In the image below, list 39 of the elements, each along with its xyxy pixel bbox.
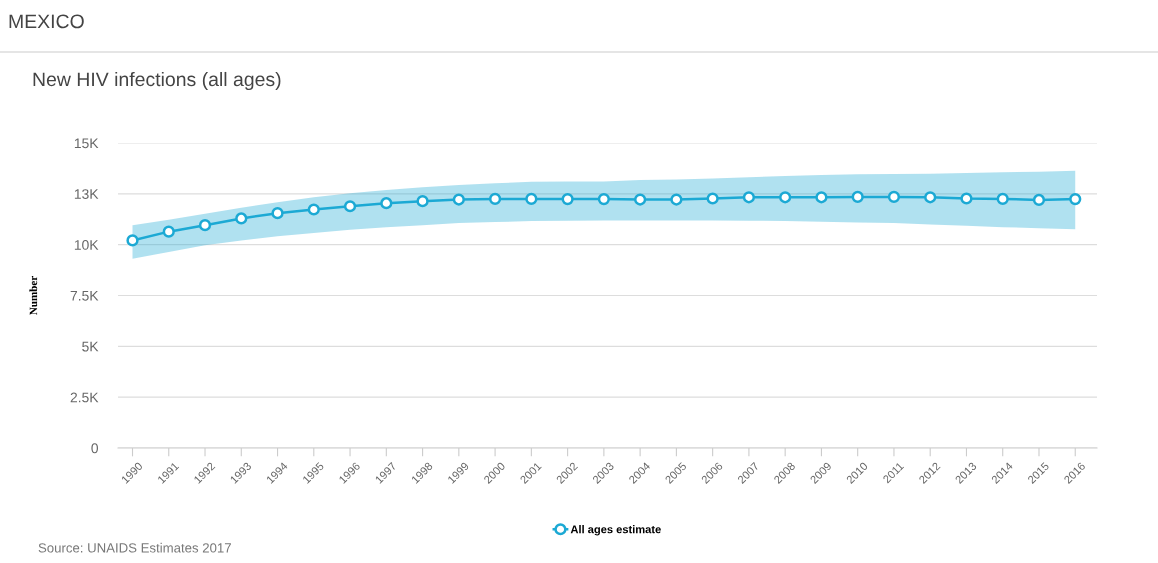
point: [887, 190, 901, 203]
legend-label: All ages estimate: [570, 525, 661, 536]
point: [706, 192, 719, 205]
point: [670, 193, 683, 206]
point: [380, 197, 393, 210]
point: [779, 191, 792, 204]
y-tick-label: 13K: [74, 189, 99, 199]
point: [488, 192, 502, 206]
y-axis-title: Number: [29, 275, 38, 316]
point: [960, 192, 973, 205]
y-tick-label: 10K: [74, 240, 99, 250]
y-tick-label: 2.5K: [70, 392, 99, 403]
point: [525, 192, 538, 206]
point: [452, 193, 465, 206]
point: [1069, 193, 1082, 206]
point: [307, 203, 320, 216]
y-tick-label: 0: [91, 443, 99, 454]
point: [343, 200, 357, 213]
point: [742, 191, 756, 204]
y-tick-label: 5K: [82, 341, 99, 352]
point: [235, 212, 248, 225]
point: [561, 193, 574, 206]
point: [416, 195, 429, 208]
point: [126, 234, 139, 247]
point: [198, 219, 212, 232]
chart-title: New HIV infections (all ages): [33, 71, 281, 91]
point: [815, 191, 828, 204]
source-note: Source: UNAIDS Estimates 2017: [38, 542, 231, 553]
point: [996, 192, 1009, 206]
y-tick-label: 7.5K: [70, 290, 99, 301]
point: [1032, 193, 1046, 207]
text: MEXICO: [9, 14, 84, 29]
point: [597, 193, 610, 206]
point: [851, 190, 864, 203]
point: [271, 207, 284, 220]
point: [634, 193, 647, 206]
point: [924, 191, 937, 204]
point: [162, 225, 175, 238]
y-tick-label: 15K: [74, 138, 99, 149]
